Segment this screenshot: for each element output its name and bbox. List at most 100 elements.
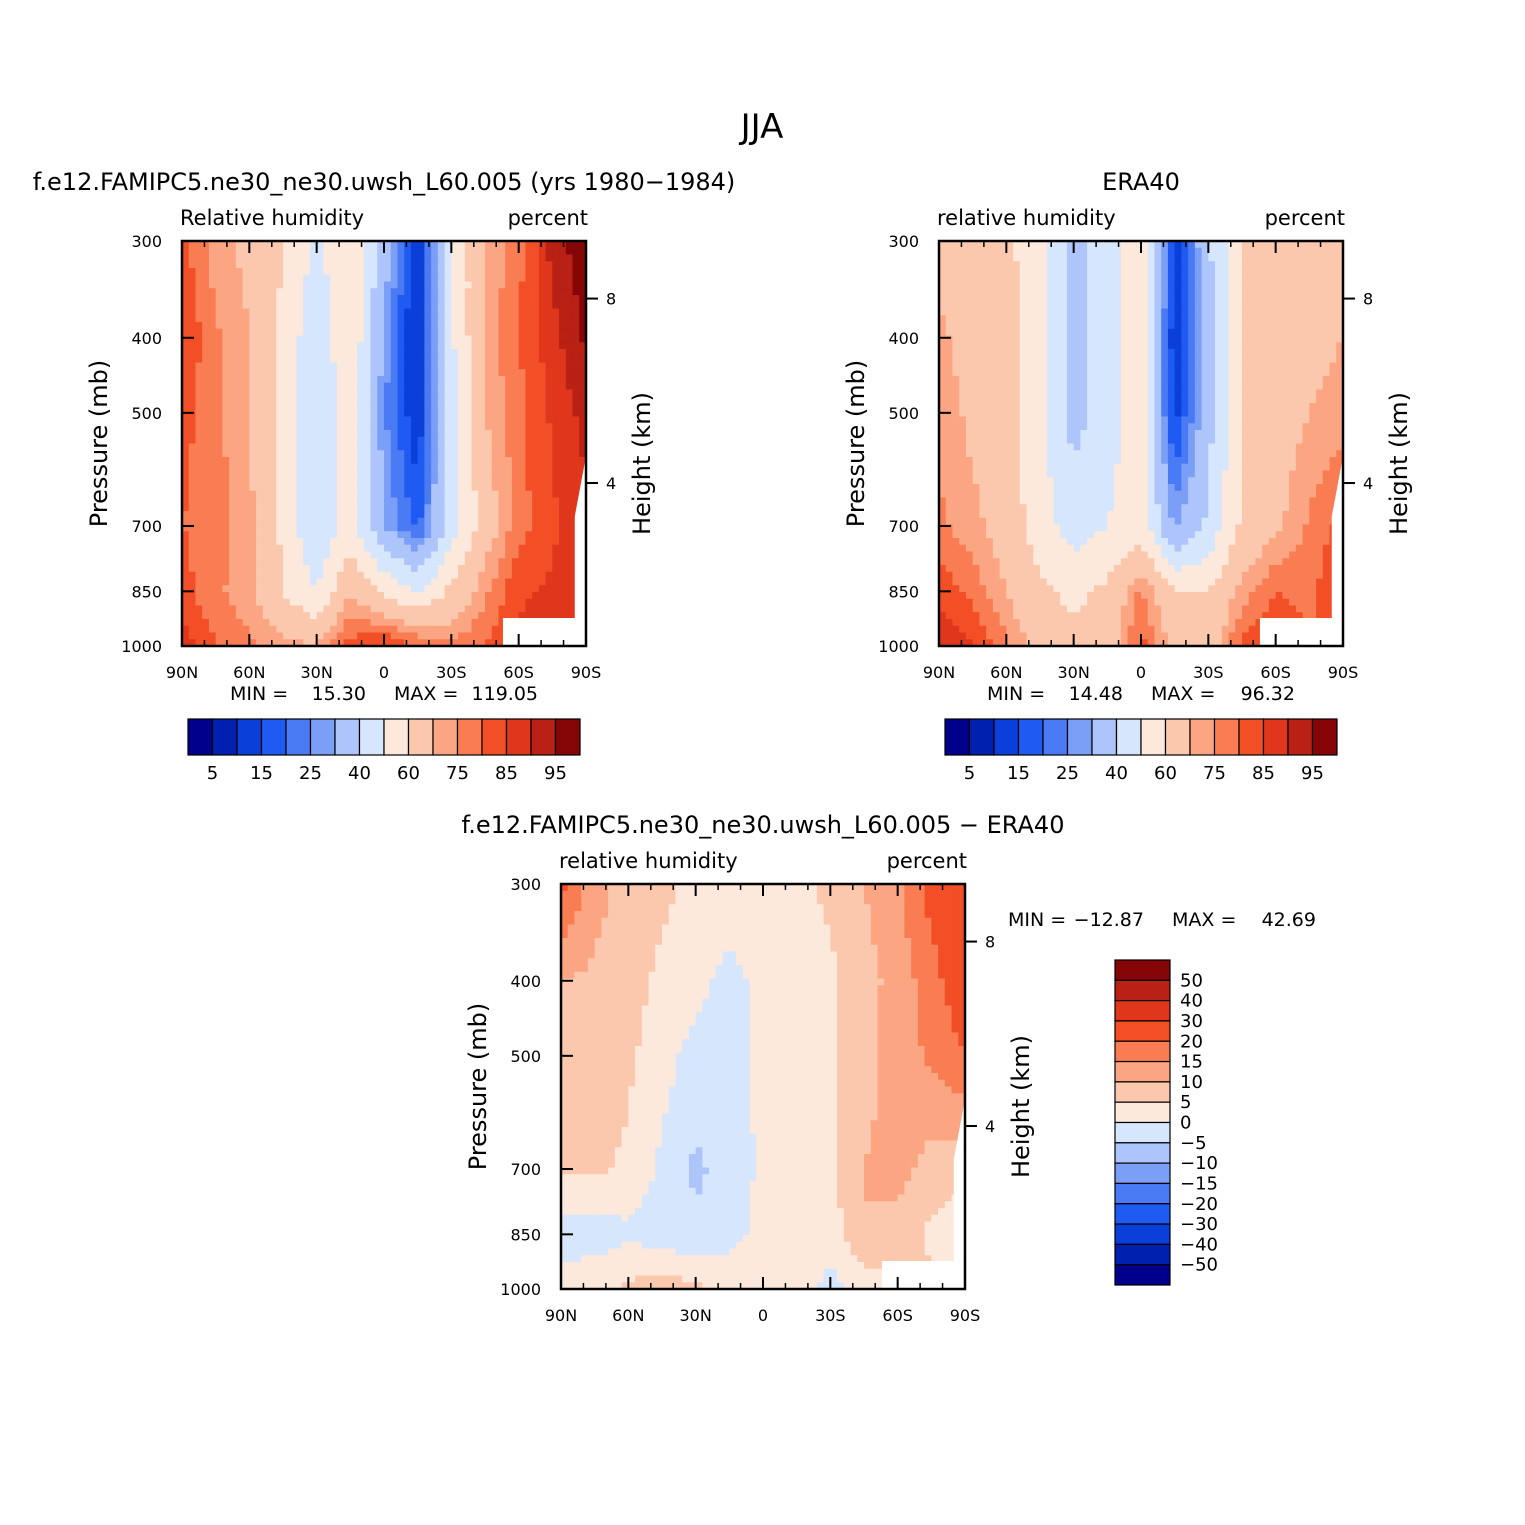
contour-cell	[491, 430, 500, 438]
contour-cell	[518, 281, 526, 289]
contour-cell	[444, 490, 452, 499]
contour-cell	[437, 308, 446, 316]
contour-cell	[296, 544, 304, 553]
contour-cell	[1167, 247, 1176, 256]
contour-cell	[525, 470, 533, 478]
contour-cell	[424, 551, 432, 559]
contour-cell	[1053, 362, 1061, 370]
contour-cell	[384, 619, 392, 627]
contour-cell	[1309, 247, 1317, 256]
contour-cell	[316, 477, 324, 485]
contour-cell	[1100, 322, 1108, 330]
contour-cell	[437, 376, 446, 384]
contour-cell	[491, 382, 500, 391]
contour-cell	[545, 349, 553, 357]
contour-cell	[410, 443, 419, 451]
contour-cell	[1181, 301, 1189, 310]
contour-cell	[1127, 335, 1135, 343]
contour-cell	[458, 639, 466, 647]
contour-cell	[404, 571, 412, 580]
contour-cell	[397, 490, 405, 499]
contour-cell	[188, 355, 197, 364]
contour-cell	[431, 396, 439, 404]
contour-cell	[437, 531, 446, 539]
contour-cell	[1053, 295, 1061, 303]
contour-cell	[965, 362, 974, 370]
contour-cell	[511, 322, 520, 330]
contour-cell	[1262, 349, 1270, 357]
contour-cell	[532, 355, 540, 364]
contour-cell	[498, 322, 506, 330]
contour-cell	[1107, 335, 1115, 343]
contour-cell	[437, 457, 446, 465]
contour-cell	[323, 605, 331, 613]
contour-cell	[316, 342, 324, 350]
contour-cell	[491, 524, 500, 532]
contour-cell	[384, 328, 392, 337]
contour-cell	[303, 423, 311, 431]
contour-cell	[316, 585, 324, 593]
contour-cell	[182, 457, 190, 465]
contour-cell	[316, 497, 324, 505]
contour-cell	[195, 524, 203, 532]
contour-cell	[1073, 335, 1081, 343]
contour-cell	[350, 585, 358, 593]
contour-cell	[188, 517, 197, 526]
contour-cell	[485, 544, 493, 553]
contour-cell	[283, 538, 291, 546]
contour-cell	[1174, 308, 1182, 316]
contour-cell	[1248, 261, 1257, 269]
contour-cell	[532, 470, 540, 478]
contour-cell	[444, 450, 452, 458]
contour-cell	[182, 369, 190, 377]
contour-cell	[1154, 261, 1162, 269]
contour-cell	[1120, 261, 1129, 269]
contour-cell	[1087, 241, 1095, 249]
contour-cell	[525, 315, 533, 323]
contour-cell	[478, 376, 486, 384]
contour-cell	[471, 355, 479, 364]
contour-cell	[384, 288, 392, 296]
contour-cell	[532, 342, 540, 350]
contour-cell	[276, 281, 284, 289]
contour-cell	[323, 619, 331, 627]
contour-cell	[565, 295, 574, 303]
contour-cell	[1221, 301, 1230, 310]
contour-cell	[330, 247, 338, 256]
contour-cell	[1120, 268, 1129, 276]
contour-cell	[464, 544, 473, 553]
contour-cell	[188, 571, 197, 580]
contour-cell	[182, 497, 190, 505]
contour-cell	[256, 322, 264, 330]
contour-cell	[316, 524, 324, 532]
contour-cell	[498, 382, 506, 391]
contour-cell	[959, 335, 967, 343]
contour-cell	[1316, 295, 1324, 303]
contour-cell	[330, 605, 338, 613]
contour-cell	[939, 349, 947, 357]
contour-cell	[350, 409, 358, 418]
contour-cell	[404, 403, 412, 411]
contour-cell	[1033, 349, 1041, 357]
contour-cell	[572, 403, 580, 411]
contour-cell	[1316, 288, 1324, 296]
contour-cell	[1228, 301, 1236, 310]
contour-cell	[350, 484, 358, 492]
contour-cell	[410, 355, 419, 364]
contour-cell	[1208, 315, 1216, 323]
contour-cell	[939, 295, 947, 303]
contour-cell	[363, 382, 372, 391]
contour-cell	[208, 254, 217, 262]
contour-cell	[1154, 349, 1162, 357]
contour-cell	[478, 639, 486, 647]
contour-cell	[1181, 261, 1189, 269]
contour-cell	[485, 241, 493, 249]
contour-cell	[458, 301, 466, 310]
contour-cell	[945, 369, 954, 377]
contour-cell	[1322, 301, 1331, 310]
contour-cell	[464, 619, 473, 627]
contour-cell	[303, 450, 311, 458]
contour-cell	[384, 497, 392, 505]
contour-cell	[256, 565, 264, 573]
contour-cell	[303, 261, 311, 269]
